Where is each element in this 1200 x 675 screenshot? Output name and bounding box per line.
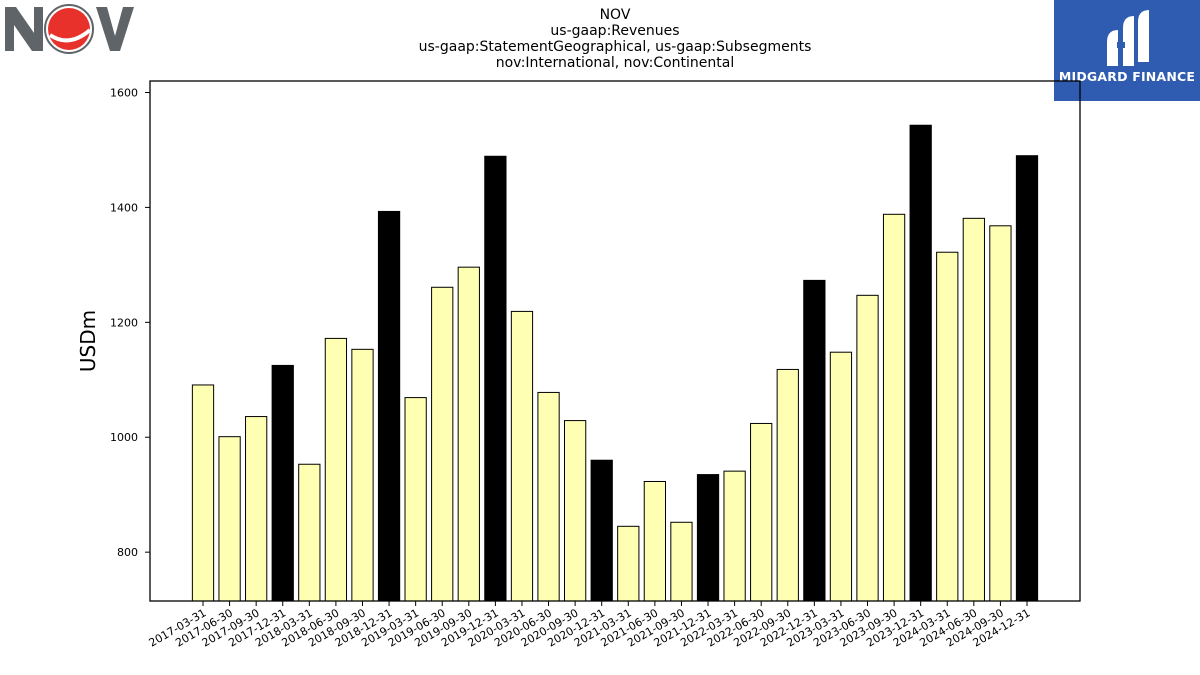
bar-2018-09-30 — [351, 348, 374, 602]
title-line-company: NOV — [599, 7, 631, 23]
bar-2021-03-31 — [617, 525, 640, 602]
y-tick-label-1400: 1400 — [110, 201, 138, 214]
y-axis: 800 1000 1200 1400 1600 — [110, 86, 150, 559]
chart-title: NOV us-gaap:Revenues us-gaap:StatementGe… — [300, 7, 930, 71]
midgard-finance-label: MIDGARD FINANCE — [1058, 69, 1196, 84]
bar-2024-06-30 — [962, 217, 985, 602]
bar-2017-06-30 — [218, 436, 241, 602]
y-tick-label-1600: 1600 — [110, 86, 138, 99]
midgard-finance-logo: MIDGARD FINANCE — [1054, 0, 1200, 101]
y-tick-label-800: 800 — [117, 546, 138, 559]
bar-2019-03-31 — [404, 397, 427, 602]
bar-2017-03-31 — [191, 384, 215, 602]
nov-logo-icon — [5, 4, 134, 54]
bar-2023-06-30 — [856, 294, 879, 602]
bar-2022-09-30 — [776, 368, 799, 602]
bar-2020-06-30 — [537, 391, 560, 602]
bar-2021-06-30 — [643, 480, 666, 602]
bar-2020-12-31 — [590, 459, 613, 602]
bar-2019-12-31 — [484, 155, 507, 602]
bars-group — [191, 124, 1039, 602]
bar-2021-09-30 — [670, 521, 693, 602]
x-axis: 2017-03-312017-06-302017-09-302017-12-31… — [147, 601, 1033, 650]
bar-2024-03-31 — [936, 251, 959, 602]
y-axis-label: USDm — [76, 310, 100, 372]
title-line-concept: us-gaap:Revenues — [550, 23, 680, 39]
bar-2023-12-31 — [909, 124, 932, 602]
nov-logo — [5, 4, 135, 54]
bar-2018-12-31 — [377, 210, 401, 602]
bar-2017-12-31 — [271, 364, 294, 602]
midgard-finance-icon — [1107, 10, 1149, 66]
bar-2020-03-31 — [510, 310, 534, 602]
title-line-members: nov:International, nov:Continental — [495, 55, 735, 71]
bar-2023-03-31 — [829, 351, 853, 602]
title-line-axes: us-gaap:StatementGeographical, us-gaap:S… — [418, 39, 812, 55]
bar-2017-09-30 — [245, 416, 268, 602]
bar-2019-09-30 — [457, 266, 480, 602]
bar-2022-12-31 — [803, 279, 826, 602]
y-tick-label-1200: 1200 — [110, 316, 138, 329]
bar-2019-06-30 — [431, 286, 454, 602]
bar-2024-09-30 — [989, 225, 1012, 602]
bar-2024-12-31 — [1015, 155, 1039, 602]
bar-2020-09-30 — [564, 420, 587, 602]
plot-frame — [149, 80, 1081, 602]
bar-2021-12-31 — [696, 474, 720, 602]
bar-2018-03-31 — [298, 463, 321, 602]
bar-2022-03-31 — [723, 470, 746, 602]
bar-2023-09-30 — [882, 213, 906, 602]
bar-2018-06-30 — [324, 337, 348, 602]
bar-2022-06-30 — [750, 422, 773, 602]
y-tick-label-1000: 1000 — [110, 431, 138, 444]
